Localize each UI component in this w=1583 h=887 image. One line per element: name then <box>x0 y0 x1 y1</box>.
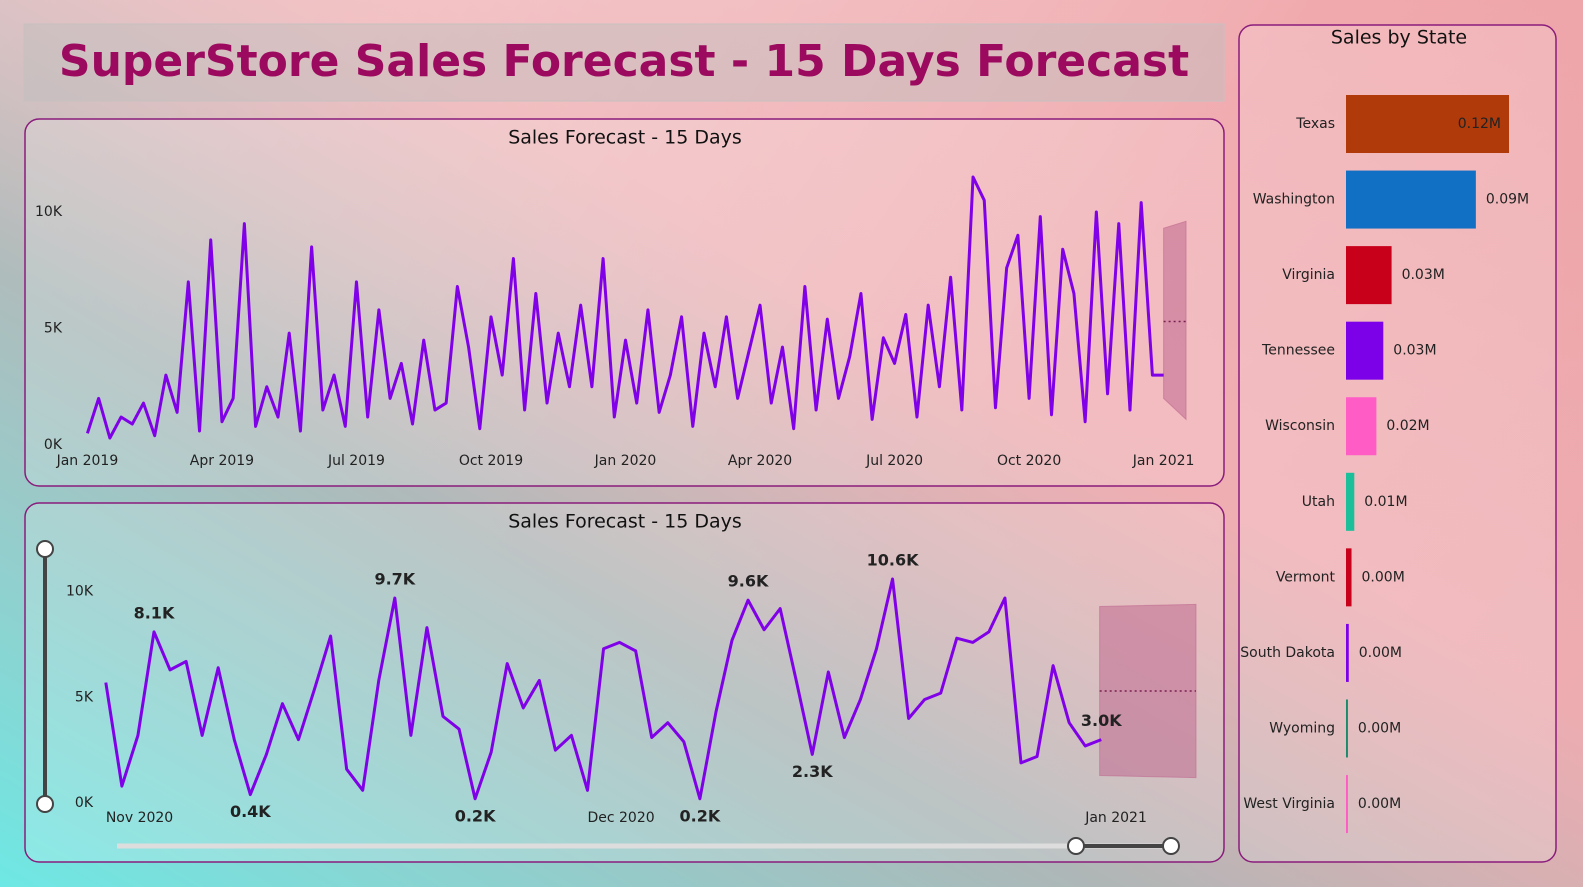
bar <box>1346 472 1355 531</box>
horizontal-slider[interactable] <box>117 837 1180 855</box>
panel <box>24 502 1225 863</box>
data-label: 0.00M <box>1358 796 1401 812</box>
y-tick-label: 10K <box>35 204 63 220</box>
vertical-slider[interactable] <box>36 540 54 813</box>
y-tick-label: Wyoming <box>1269 720 1335 736</box>
bar <box>1346 775 1348 834</box>
slider-handle[interactable] <box>1162 837 1180 855</box>
line <box>85 175 1164 440</box>
panel <box>24 118 1225 487</box>
y-tick-label: Utah <box>1302 494 1335 510</box>
x-tick-label: Jan 2021 <box>1084 810 1147 826</box>
slider-handle[interactable] <box>36 795 54 813</box>
title-box <box>23 23 1225 102</box>
x-tick-label: Apr 2019 <box>190 453 254 469</box>
y-tick-label: South Dakota <box>1240 645 1335 661</box>
panel <box>1238 24 1557 863</box>
data-label: 0.09M <box>1486 192 1529 208</box>
y-tick-label: 0K <box>44 437 63 453</box>
forecast-band <box>1163 220 1187 421</box>
chart-title: Sales by State <box>1331 27 1467 49</box>
bar <box>1346 246 1392 305</box>
x-tick-label: Apr 2020 <box>728 453 792 469</box>
x-tick-label: Jan 2020 <box>594 453 657 469</box>
y-tick-label: 5K <box>75 689 94 705</box>
data-label: 0.01M <box>1364 494 1407 510</box>
y-tick-label: Tennessee <box>1261 343 1335 359</box>
y-tick-label: Virginia <box>1282 267 1335 283</box>
data-label: 3.0K <box>1081 711 1122 730</box>
data-label: 0.12M <box>1458 116 1501 132</box>
x-tick-label: Jan 2021 <box>1132 453 1195 469</box>
data-label: 0.02M <box>1386 418 1429 434</box>
bar <box>1346 397 1377 456</box>
bar <box>1346 95 1509 153</box>
bar <box>1346 170 1476 229</box>
x-tick-label: Jul 2019 <box>327 453 385 469</box>
x-tick-label: Oct 2020 <box>997 453 1061 469</box>
bar <box>1346 623 1349 682</box>
bar <box>1346 548 1352 607</box>
data-label: 10.6K <box>867 551 919 570</box>
data-label: 0.03M <box>1402 267 1445 283</box>
bar <box>1346 321 1384 380</box>
data-label: 9.6K <box>728 572 769 591</box>
data-label: 0.00M <box>1362 569 1405 585</box>
data-label: 0.03M <box>1393 343 1436 359</box>
x-tick-label: Jul 2020 <box>865 453 923 469</box>
x-tick-label: Oct 2019 <box>459 453 523 469</box>
y-tick-label: 5K <box>44 320 63 336</box>
data-label: 0.4K <box>230 802 271 821</box>
data-label: 0.2K <box>680 806 721 825</box>
y-tick-label: Texas <box>1295 116 1335 132</box>
page-title: SuperStore Sales Forecast - 15 Days Fore… <box>59 36 1189 87</box>
y-tick-label: Wisconsin <box>1265 418 1335 434</box>
x-tick-label: Jan 2019 <box>56 453 119 469</box>
slider-handle[interactable] <box>1067 837 1085 855</box>
data-label: 8.1K <box>134 603 175 622</box>
data-label: 0.00M <box>1359 645 1402 661</box>
data-label: 2.3K <box>792 762 833 781</box>
data-label: 9.7K <box>374 570 415 589</box>
y-tick-label: Washington <box>1253 192 1335 208</box>
chart-title: Sales Forecast - 15 Days <box>508 511 742 533</box>
y-tick-label: 10K <box>66 584 94 600</box>
x-tick-label: Dec 2020 <box>587 810 654 826</box>
y-tick-label: West Virginia <box>1243 796 1335 812</box>
bar <box>1346 699 1348 758</box>
data-label: 0.00M <box>1358 720 1401 736</box>
chart-title: Sales Forecast - 15 Days <box>508 127 742 149</box>
x-tick-label: Nov 2020 <box>106 810 173 826</box>
forecast-band <box>1099 603 1197 779</box>
data-label: 0.2K <box>455 806 496 825</box>
slider-handle[interactable] <box>36 540 54 558</box>
y-tick-label: Vermont <box>1276 569 1336 585</box>
line <box>104 577 1102 801</box>
y-tick-label: 0K <box>75 795 94 811</box>
